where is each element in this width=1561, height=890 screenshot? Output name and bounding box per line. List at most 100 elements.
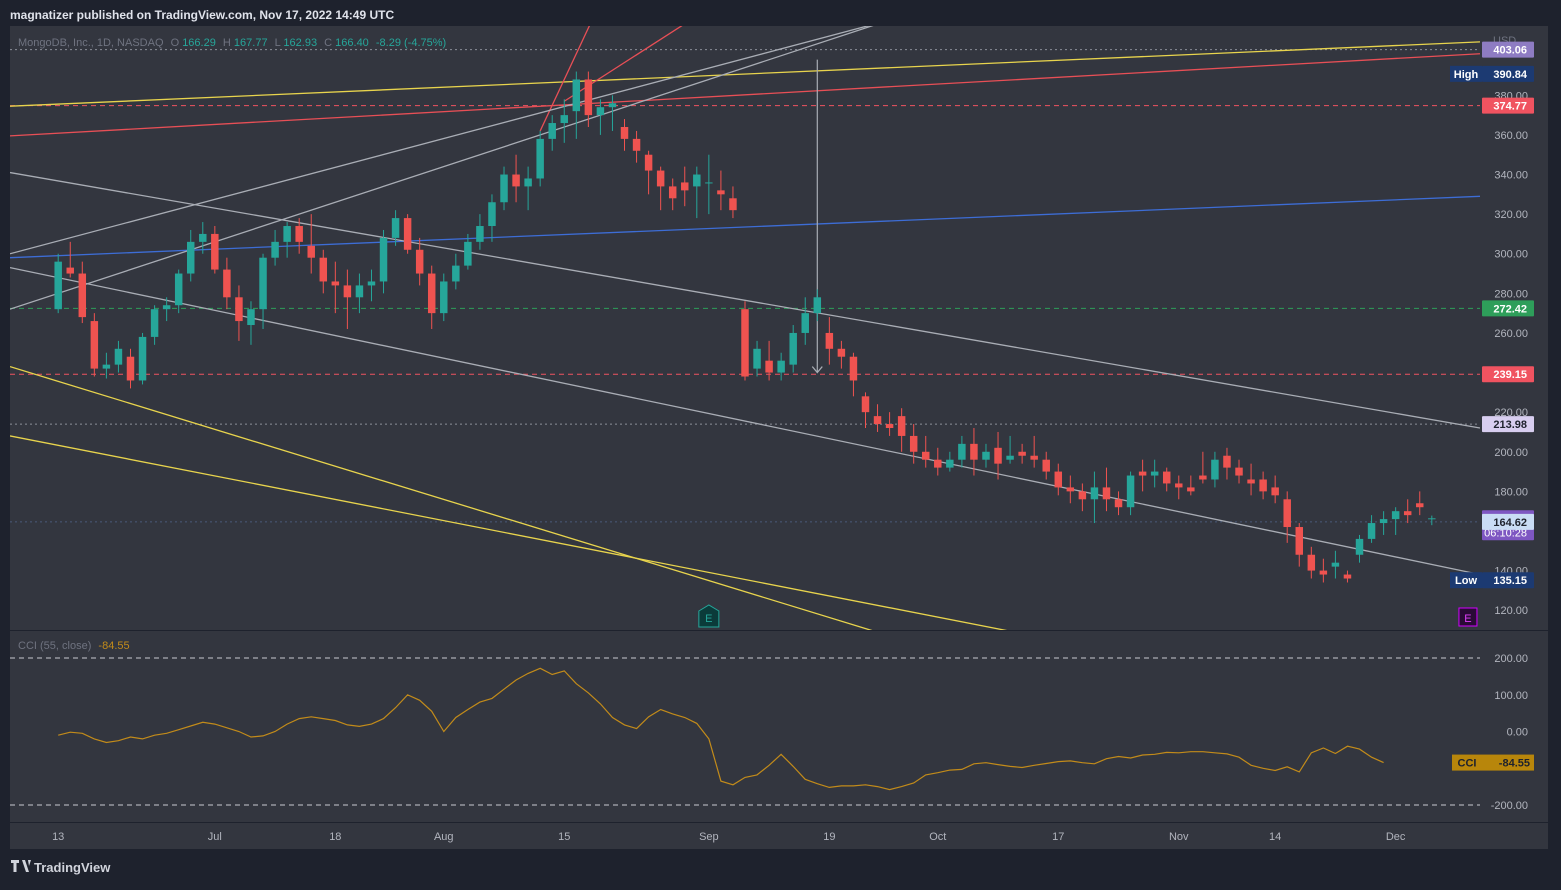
cci-tag: [1452, 754, 1482, 771]
candle-body: [211, 233, 219, 270]
legend-h-value: 167.77: [234, 37, 268, 49]
price-plot-group: [10, 26, 1480, 630]
candle-body: [777, 360, 785, 373]
candle-body: [837, 348, 846, 357]
candle-body: [162, 305, 171, 310]
cci-tick-label: 200.00: [1494, 653, 1528, 665]
chart-layers: EE120.00140.00160.00180.00200.00220.0024…: [10, 26, 1534, 843]
candle-body: [909, 435, 918, 452]
candle-body: [1090, 487, 1099, 500]
price-tick-label: 200.00: [1494, 447, 1528, 459]
candle-body: [1235, 467, 1243, 476]
price-badge: [1482, 366, 1534, 383]
candle-body: [1295, 527, 1303, 555]
candle-body: [1199, 475, 1207, 480]
candle-body: [1403, 511, 1412, 516]
candle-body: [1211, 459, 1219, 480]
trend-line-0: [10, 41, 1480, 107]
candle-body: [271, 241, 279, 258]
cci-series-line: [58, 667, 1384, 791]
candle-body: [138, 336, 147, 381]
candle-body: [717, 190, 725, 195]
price-badge: [1482, 300, 1534, 317]
candle-body: [1187, 487, 1195, 492]
candle-body: [1066, 487, 1075, 492]
candle-body: [126, 356, 135, 381]
trend-line-6: [10, 195, 1480, 259]
candle-body: [1343, 574, 1352, 579]
candle-body: [114, 348, 123, 365]
candle-body: [705, 182, 713, 184]
cci-badge-label: -84.55: [1499, 758, 1530, 770]
candle-body: [536, 138, 544, 179]
time-axis-label: Aug: [434, 831, 454, 843]
trend-line-9: [10, 26, 870, 255]
candle-body: [90, 321, 99, 369]
candle-body: [235, 297, 243, 322]
trend-line-10: [10, 26, 874, 310]
candle-body: [1018, 451, 1026, 456]
candle-body: [295, 226, 303, 242]
price-badge-label: 272.42: [1493, 303, 1527, 315]
candle-body: [765, 360, 773, 373]
price-badge-label: 164.62: [1493, 517, 1527, 529]
candle-body: [259, 257, 267, 310]
candle-body: [1319, 570, 1328, 575]
time-axis-label: 13: [52, 831, 64, 843]
candle-body: [1247, 479, 1255, 484]
price-tick-label: 280.00: [1494, 288, 1528, 300]
candle-body: [789, 332, 797, 365]
legend-l-label: L: [275, 37, 281, 49]
candle-body: [946, 459, 954, 468]
badge-tag: [1450, 65, 1482, 82]
candle-body: [1416, 503, 1424, 508]
trend-line-7: [10, 171, 1480, 429]
badge-tag: [1450, 572, 1482, 589]
price-badge-label: 374.77: [1493, 101, 1527, 113]
candle-body: [319, 257, 328, 282]
price-badge: [1482, 416, 1534, 433]
earnings-label: E: [1464, 613, 1471, 625]
candle-body: [1355, 538, 1364, 555]
candle-body: [982, 451, 990, 460]
candle-body: [1030, 455, 1038, 460]
candle-body: [644, 154, 653, 171]
candle-body: [885, 424, 894, 429]
cci-tick-label: 0.00: [1507, 727, 1528, 739]
time-axis-label: 19: [823, 831, 835, 843]
candle-body: [1054, 471, 1063, 488]
candle-body: [331, 281, 340, 286]
arrow-head-icon: [811, 366, 823, 374]
trend-line-8: [10, 266, 1480, 576]
price-tick-label: 300.00: [1494, 249, 1528, 261]
price-badge-label: 213.98: [1493, 419, 1527, 431]
candle-body: [1042, 459, 1050, 472]
legend-change: -8.29 (-4.75%): [376, 37, 446, 49]
candle-body: [1259, 479, 1267, 492]
price-badge-label: 403.06: [1493, 45, 1527, 57]
legend-symbol: MongoDB, Inc., 1D, NASDAQ: [18, 37, 164, 49]
cci-pane[interactable]: [10, 631, 1480, 822]
cci-scale[interactable]: [1480, 631, 1548, 822]
tradingview-logo-icon: [11, 860, 31, 872]
candle-body: [596, 107, 605, 116]
candle-body: [668, 186, 677, 199]
candle-body: [958, 443, 966, 460]
candle-body: [1331, 562, 1340, 567]
candle-body: [825, 332, 834, 349]
price-badge: [1482, 97, 1534, 114]
candle-body: [656, 170, 665, 187]
candle-body: [379, 237, 388, 282]
candle-body: [355, 285, 364, 298]
cci-badge: [1482, 754, 1534, 771]
cci-tick-label: 100.00: [1494, 690, 1528, 702]
candle-body: [102, 364, 111, 369]
earnings-marker: E: [698, 604, 720, 628]
candle-body: [283, 226, 291, 242]
price-badge: [1482, 65, 1534, 82]
candle-body: [343, 285, 352, 298]
time-axis[interactable]: [10, 823, 1548, 849]
candle-body: [150, 309, 159, 337]
